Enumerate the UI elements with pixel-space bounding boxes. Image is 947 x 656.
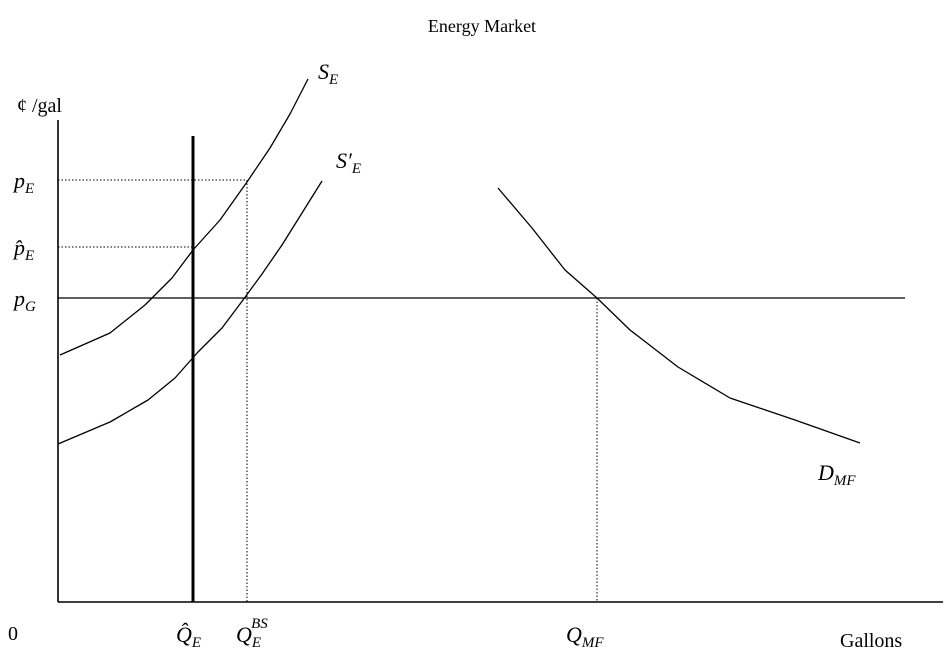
q-e-bs-label: QEBS [236, 616, 268, 651]
supply-curve-s-e-prime [57, 180, 323, 445]
diagram-title: Energy Market [428, 16, 536, 36]
d-mf-label: DMF [817, 460, 856, 489]
p-e-label: pE [12, 168, 34, 197]
q-hat-e-label: Q̂E [176, 622, 201, 651]
p-g-label: pG [12, 286, 36, 315]
s-e-label: SE [318, 59, 338, 88]
s-e-prime-label: S′E [336, 148, 361, 177]
q-mf-label: QMF [566, 622, 604, 651]
supply-curve-s-e [59, 78, 309, 356]
x-axis-label: Gallons [840, 630, 902, 652]
y-axis-unit-label: ¢ /gal [17, 95, 62, 117]
origin-label: 0 [8, 623, 18, 645]
p-hat-e-label: p̂E [12, 235, 34, 264]
demand-curve-d-mf [497, 187, 861, 444]
